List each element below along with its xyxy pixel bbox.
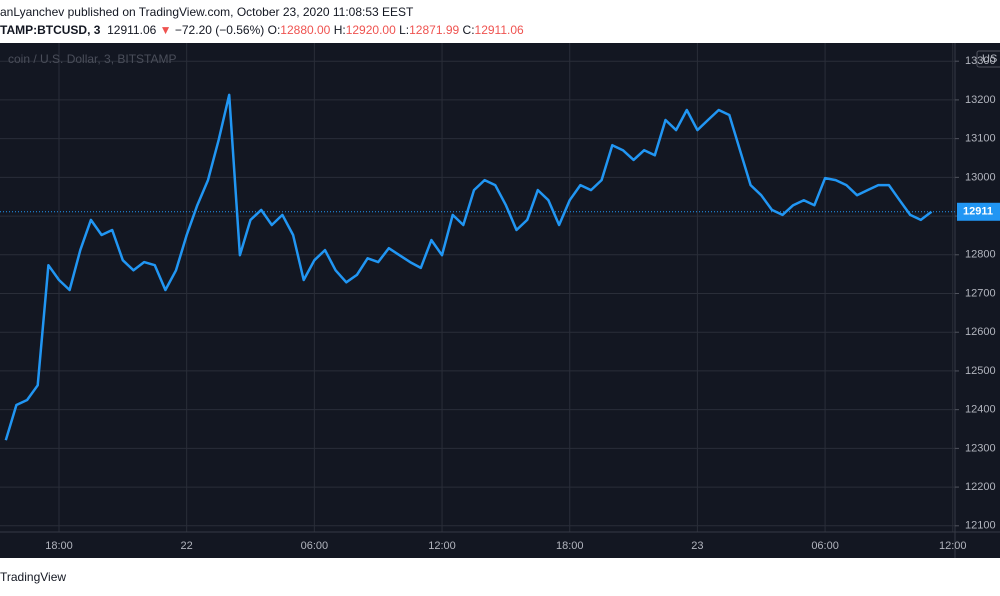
ohlc-label: C: — [462, 23, 475, 37]
x-tick-label: 23 — [691, 540, 703, 552]
y-tick-label: 13300 — [965, 55, 996, 67]
x-tick-label: 18:00 — [45, 540, 73, 552]
ohlc-label: H: — [333, 23, 346, 37]
x-tick-label: 18:00 — [556, 540, 584, 552]
symbol: TAMP:BTCUSD, 3 — [0, 23, 101, 37]
ohlc-label: O: — [267, 23, 281, 37]
footer: TradingView — [0, 570, 67, 584]
watermark: coin / U.S. Dollar, 3, BITSTAMP — [8, 52, 177, 66]
currency-box — [976, 50, 1000, 68]
ohlc-value: 12911.06 — [474, 23, 524, 37]
y-tick-label: 13100 — [965, 133, 996, 145]
y-tick-label: 12200 — [965, 481, 996, 493]
y-tick-label: 12800 — [965, 249, 996, 261]
change: −72.20 (−0.56%) — [174, 23, 265, 37]
x-tick-label: 06:00 — [811, 540, 839, 552]
ohlc-value: 12871.99 — [409, 23, 460, 37]
x-tick-label: 22 — [181, 540, 193, 552]
y-tick-label: 12100 — [965, 520, 996, 532]
chart-bg — [0, 43, 1000, 558]
last-price-label: 12911 — [963, 206, 993, 218]
y-tick-label: 12500 — [965, 365, 996, 377]
arrow: ▼ — [159, 23, 172, 37]
ohlc-value: 12920.00 — [345, 23, 396, 37]
last: 12911.06 — [107, 23, 157, 37]
y-tick-label: 12600 — [965, 326, 996, 338]
chart: coin / U.S. Dollar, 3, BITSTAMP US 12100… — [0, 43, 1000, 558]
ohlc-label: L: — [399, 23, 410, 37]
header: anLyanchev published on TradingView.com,… — [0, 0, 1000, 43]
y-tick-label: 12700 — [965, 287, 996, 299]
quote-line: TAMP:BTCUSD, 3 12911.06 ▼ −72.20 (−0.56%… — [0, 23, 524, 37]
y-tick-label: 13000 — [965, 171, 996, 183]
price-line — [4, 93, 933, 441]
last-price-badge — [957, 202, 1000, 221]
ohlc-value: 12880.00 — [280, 23, 331, 37]
ohlc: O:12880.00 H:12920.00 L:12871.99 C:12911… — [268, 23, 524, 37]
y-tick-label: 13200 — [965, 94, 996, 106]
y-tick-label: 12300 — [965, 442, 996, 454]
x-tick-label: 12:00 — [939, 540, 967, 552]
currency: US — [982, 53, 997, 65]
x-tick-label: 12:00 — [428, 540, 456, 552]
x-tick-label: 06:00 — [301, 540, 329, 552]
byline: anLyanchev published on TradingView.com,… — [0, 5, 414, 19]
y-tick-label: 12400 — [965, 404, 996, 416]
